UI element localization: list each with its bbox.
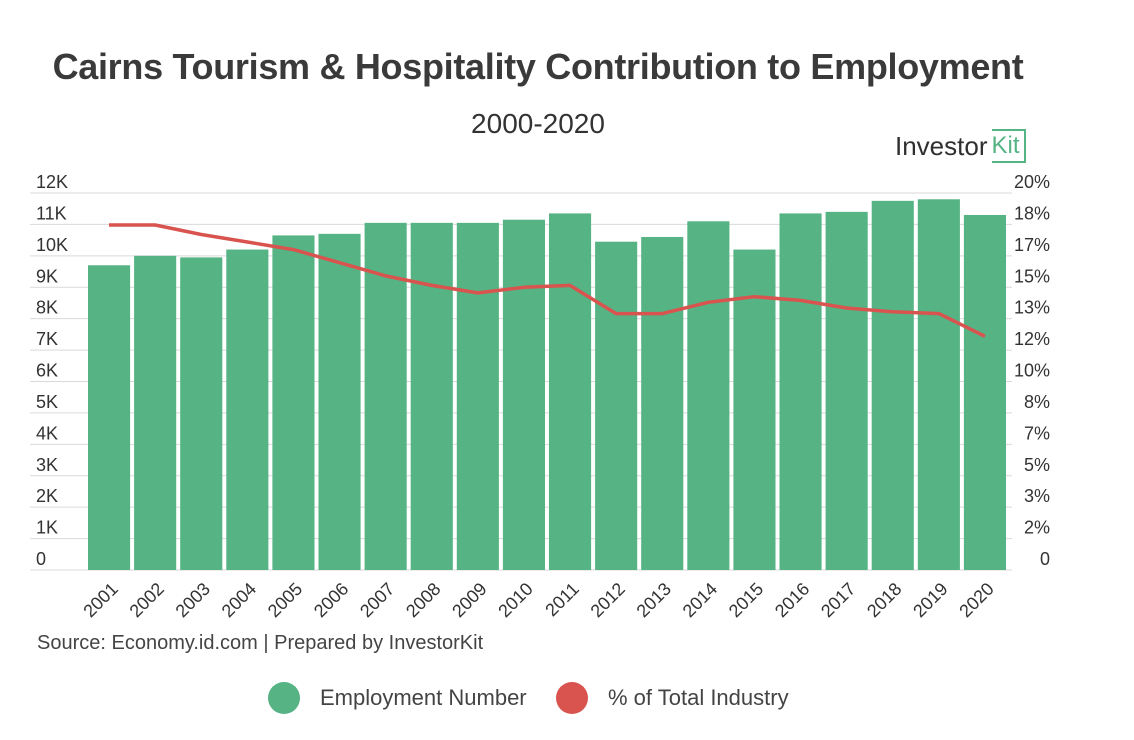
y-left-tick-label: 3K [36, 455, 58, 475]
x-tick-label: 2019 [909, 579, 951, 621]
y-right-tick-label: 5% [1024, 455, 1050, 475]
bar [871, 200, 914, 570]
x-tick-label: 2020 [955, 579, 997, 621]
y-right-tick-label: 18% [1014, 203, 1050, 223]
bar [779, 213, 822, 570]
investorkit-logo: Investor Kit [895, 128, 1026, 164]
y-left-tick-label: 7K [36, 329, 58, 349]
bar [88, 265, 131, 570]
bar [963, 214, 1006, 570]
logo-box-text: Kit [991, 129, 1026, 163]
bar [134, 255, 177, 571]
x-tick-label: 2001 [79, 579, 121, 621]
bar [595, 241, 638, 570]
y-right-tick-label: 2% [1024, 518, 1050, 538]
legend-label-employment: Employment Number [320, 685, 527, 710]
y-axis-right: 0 2% 3% 5% 7% 8% 10% 12% 13% 15% 17% 18% 20% [1014, 172, 1050, 569]
bar [318, 233, 361, 570]
y-left-tick-label: 4K [36, 423, 58, 443]
y-right-tick-label: 15% [1014, 266, 1050, 286]
y-left-tick-label: 8K [36, 298, 58, 318]
x-tick-label: 2004 [218, 579, 260, 621]
y-left-tick-label: 10K [36, 235, 68, 255]
y-left-tick-label: 9K [36, 266, 58, 286]
x-tick-label: 2018 [863, 579, 905, 621]
y-right-tick-label: 0 [1040, 549, 1050, 569]
bar [180, 257, 223, 570]
line-percent-total [109, 223, 986, 338]
x-tick-label: 2006 [310, 579, 352, 621]
bar [410, 222, 453, 571]
x-tick-label: 2009 [448, 579, 490, 621]
x-tick-label: 2017 [817, 579, 859, 621]
legend-item-percent: % of Total Industry [556, 678, 789, 718]
bar [825, 211, 868, 570]
y-left-tick-label: 0 [36, 549, 46, 569]
bar [733, 249, 776, 571]
bar [456, 222, 499, 571]
bar [687, 221, 730, 570]
bar [917, 199, 960, 571]
y-right-tick-label: 7% [1024, 423, 1050, 443]
source-note: Source: Economy.id.com | Prepared by Inv… [37, 632, 484, 654]
legend-item-employment: Employment Number [268, 678, 527, 718]
x-tick-label: 2011 [541, 579, 583, 621]
legend: Employment Number % of Total Industry [0, 678, 1134, 718]
y-axis-left: 0 1K 2K 3K 4K 5K 6K 7K 8K 9K 10K 11K 12K [36, 172, 68, 569]
bar [549, 213, 592, 570]
x-tick-label: 2005 [264, 579, 306, 621]
y-left-tick-label: 2K [36, 486, 58, 506]
x-tick-label: 2012 [587, 579, 629, 621]
line-series [108, 223, 986, 338]
x-tick-label: 2008 [402, 579, 444, 621]
y-left-tick-label: 11K [36, 203, 67, 223]
y-left-tick-label: 12K [36, 172, 68, 192]
chart-subtitle: 2000-2020 [471, 108, 605, 139]
x-tick-label: 2014 [679, 579, 721, 621]
x-tick-label: 2007 [356, 579, 398, 621]
bar [226, 249, 269, 571]
y-left-tick-label: 6K [36, 361, 58, 381]
y-left-tick-label: 1K [36, 518, 58, 538]
y-right-tick-label: 10% [1014, 361, 1050, 381]
y-right-tick-label: 13% [1014, 298, 1050, 318]
legend-swatch-green [268, 682, 300, 714]
x-tick-label: 2010 [494, 579, 536, 621]
y-right-tick-label: 17% [1014, 235, 1050, 255]
bar [502, 219, 545, 570]
y-right-tick-label: 3% [1024, 486, 1050, 506]
bar [272, 235, 315, 570]
y-right-tick-label: 8% [1024, 392, 1050, 412]
legend-label-percent: % of Total Industry [608, 685, 789, 710]
y-right-tick-label: 20% [1014, 172, 1050, 192]
x-axis: 2001 2002 2003 2004 2005 2006 2007 2008 2009 2010… [79, 579, 997, 621]
x-tick-label: 2003 [172, 579, 214, 621]
bar [641, 236, 684, 570]
legend-swatch-red [556, 682, 588, 714]
bar [364, 222, 407, 571]
chart-title: Cairns Tourism & Hospitality Contributio… [52, 46, 1024, 87]
chart-area: 0 1K 2K 3K 4K 5K 6K 7K 8K 9K 10K 11K 12K 0 2% 3% 5% 7% 8%… [30, 172, 1050, 621]
y-right-tick-label: 12% [1014, 329, 1050, 349]
x-tick-label: 2016 [771, 579, 813, 621]
y-left-tick-label: 5K [36, 392, 58, 412]
bar-series [88, 199, 1006, 571]
logo-text: Investor [895, 130, 988, 161]
x-tick-label: 2013 [633, 579, 675, 621]
x-tick-label: 2002 [126, 579, 168, 621]
x-tick-label: 2015 [725, 579, 767, 621]
